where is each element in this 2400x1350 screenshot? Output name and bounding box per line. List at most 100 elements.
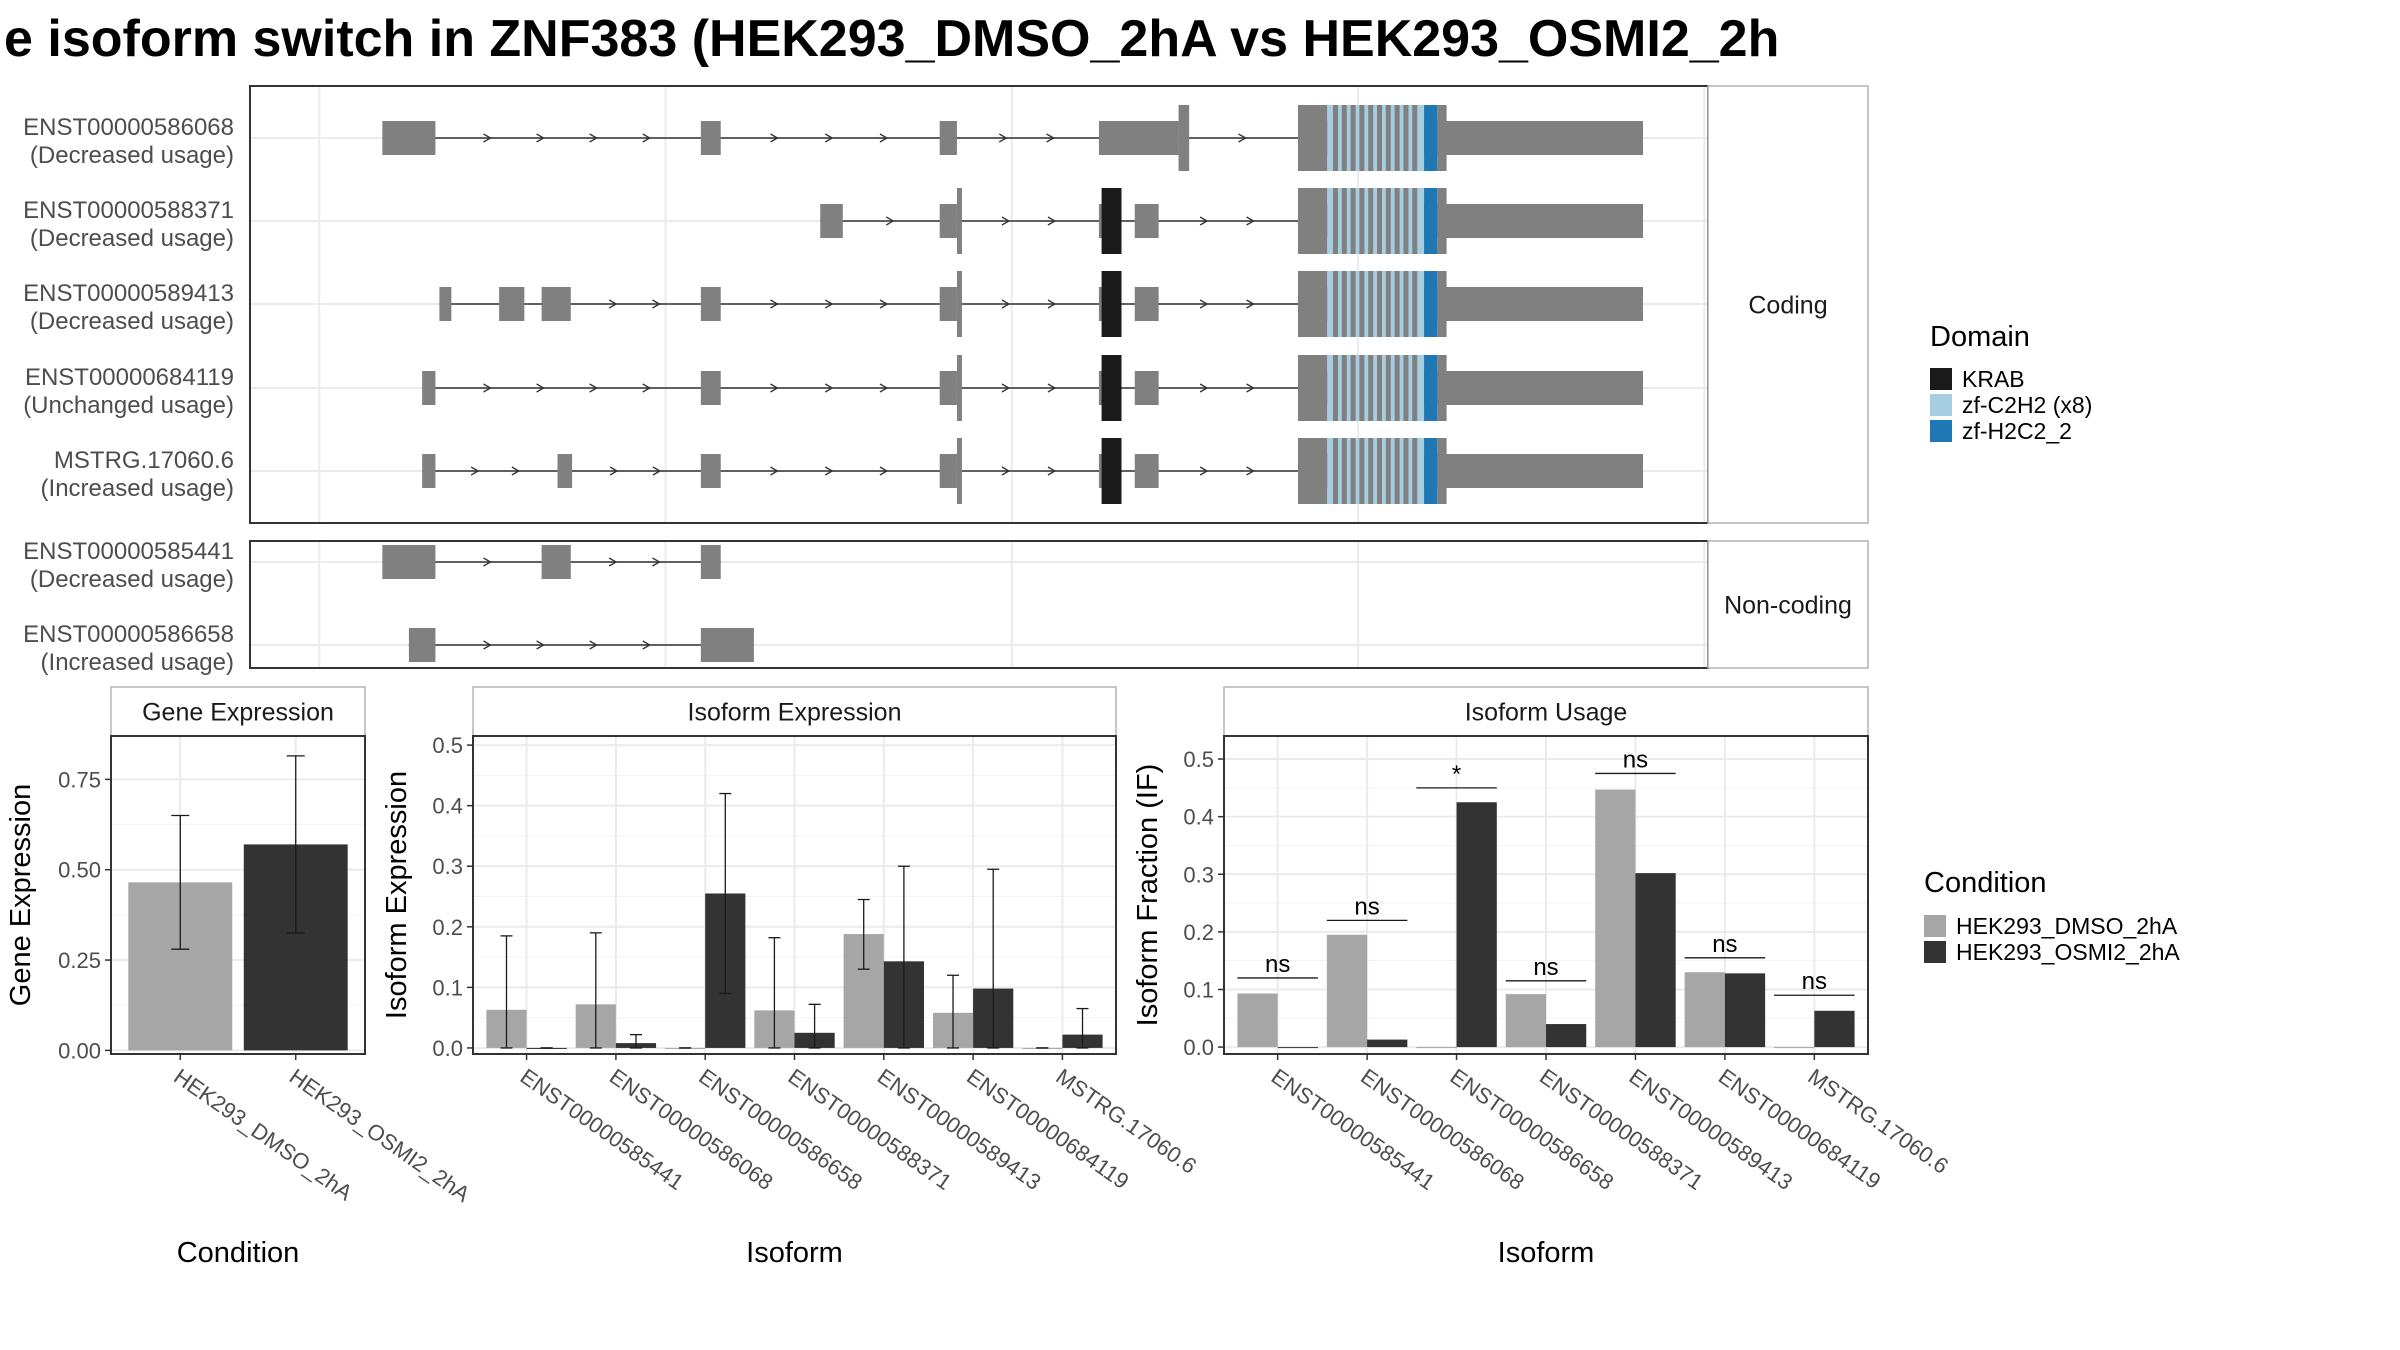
gene-panel-bg <box>250 541 1708 668</box>
transcript-name: ENST00000586068 <box>23 114 234 141</box>
strand-arrow <box>1001 466 1011 476</box>
transcript-name: ENST00000586658 <box>23 621 234 648</box>
y-tick-label: 0.1 <box>1183 977 1214 1002</box>
strand-arrow <box>879 299 889 309</box>
strand-arrow <box>1001 383 1011 393</box>
domain-separator <box>1394 105 1400 171</box>
strand-arrow <box>483 133 492 143</box>
strand-arrow <box>470 466 480 476</box>
domain-krab <box>1101 438 1122 504</box>
domain-separator <box>1377 355 1383 421</box>
domain-separator <box>1359 355 1365 421</box>
domain-separator <box>1350 438 1356 504</box>
strand-arrow <box>770 299 779 309</box>
domain-zf <box>1327 105 1425 171</box>
domain-separator <box>1385 271 1391 337</box>
x-axis-title: Isoform <box>746 1237 843 1269</box>
cds-exon <box>1437 355 1447 421</box>
domain-separator <box>1394 271 1400 337</box>
bar <box>1237 993 1278 1048</box>
strand-arrow <box>879 133 889 143</box>
transcript-name: ENST00000589413 <box>23 280 234 307</box>
exon <box>408 628 436 662</box>
exon <box>956 355 962 421</box>
strand-arrow <box>1199 383 1209 393</box>
strand-arrow <box>652 466 662 476</box>
domain-separator <box>1403 271 1409 337</box>
plot-strip <box>110 686 366 737</box>
domain-legend-key <box>1930 394 1952 416</box>
strand-arrow <box>511 466 521 476</box>
domain-separator <box>1377 105 1383 171</box>
significance-label: * <box>1452 761 1461 788</box>
domain-separator <box>1394 355 1400 421</box>
x-tick-label: ENST00000586658 <box>694 1064 867 1195</box>
y-tick-label: 0.5 <box>432 733 463 758</box>
strand-arrow <box>1246 466 1255 476</box>
significance-label: ns <box>1623 746 1648 773</box>
strand-arrow <box>536 640 545 650</box>
x-tick-label: ENST00000588371 <box>1535 1064 1708 1195</box>
y-tick-label: 0.0 <box>1183 1035 1214 1060</box>
strand-arrow <box>589 640 598 650</box>
bar <box>1277 1047 1318 1049</box>
domain-legend-label: KRAB <box>1962 366 2025 392</box>
bar <box>1546 1024 1587 1048</box>
strand-arrow <box>642 383 652 393</box>
domain-separator <box>1385 105 1391 171</box>
domain-separator <box>1377 438 1383 504</box>
strand-arrow <box>824 133 834 143</box>
domain-separator <box>1368 271 1374 337</box>
plot-strip-title: Gene Expression <box>142 699 334 727</box>
exon <box>956 438 962 504</box>
exon <box>1134 454 1159 488</box>
transcript-usage: (Decreased usage) <box>30 225 234 252</box>
domain-separator <box>1368 438 1374 504</box>
transcript-usage: (Increased usage) <box>41 475 234 502</box>
x-tick-label: ENST00000684119 <box>962 1064 1133 1194</box>
domain-separator <box>1332 271 1338 337</box>
domain-separator <box>1332 188 1338 254</box>
cds-exon <box>1437 271 1447 337</box>
strand-arrow <box>608 557 618 567</box>
strand-arrow <box>589 383 598 393</box>
strand-arrow <box>1199 299 1209 309</box>
y-tick-label: 0.4 <box>432 794 463 819</box>
strand-arrow <box>1047 299 1057 309</box>
domain-separator <box>1403 438 1409 504</box>
strand-arrow <box>536 133 545 143</box>
strand-arrow <box>1246 216 1255 226</box>
domain-h2c2 <box>1424 188 1438 254</box>
exon <box>820 204 843 238</box>
domain-separator <box>1412 271 1418 337</box>
significance-label: ns <box>1354 893 1379 920</box>
domain-h2c2 <box>1424 105 1438 171</box>
strand-arrow <box>1246 383 1255 393</box>
x-axis-title: Condition <box>177 1237 300 1269</box>
exon <box>541 545 571 579</box>
cds-exon <box>1297 355 1328 421</box>
domain-legend-key <box>1930 420 1952 442</box>
domain-krab <box>1101 271 1122 337</box>
condition-legend-label: HEK293_DMSO_2hA <box>1956 913 2178 939</box>
domain-h2c2 <box>1424 355 1438 421</box>
domain-separator <box>1385 188 1391 254</box>
x-tick-label: ENST00000684119 <box>1714 1064 1885 1194</box>
domain-zf <box>1327 188 1425 254</box>
transcript-usage: (Increased usage) <box>41 649 234 676</box>
y-tick-label: 0.75 <box>58 767 101 792</box>
strand-arrow <box>1047 466 1057 476</box>
domain-separator <box>1350 355 1356 421</box>
domain-separator <box>1412 438 1418 504</box>
strand-arrow <box>1047 383 1057 393</box>
exon <box>1098 121 1179 155</box>
significance-label: ns <box>1265 951 1290 978</box>
strand-arrow <box>483 557 492 567</box>
x-tick-label: ENST00000585441 <box>516 1064 689 1195</box>
condition-legend: Condition HEK293_DMSO_2hAHEK293_OSMI2_2h… <box>1924 867 2180 965</box>
domain-zf <box>1327 438 1425 504</box>
y-axis-title: Gene Expression <box>5 784 37 1006</box>
exon <box>939 287 957 321</box>
condition-legend-key <box>1924 941 1946 963</box>
